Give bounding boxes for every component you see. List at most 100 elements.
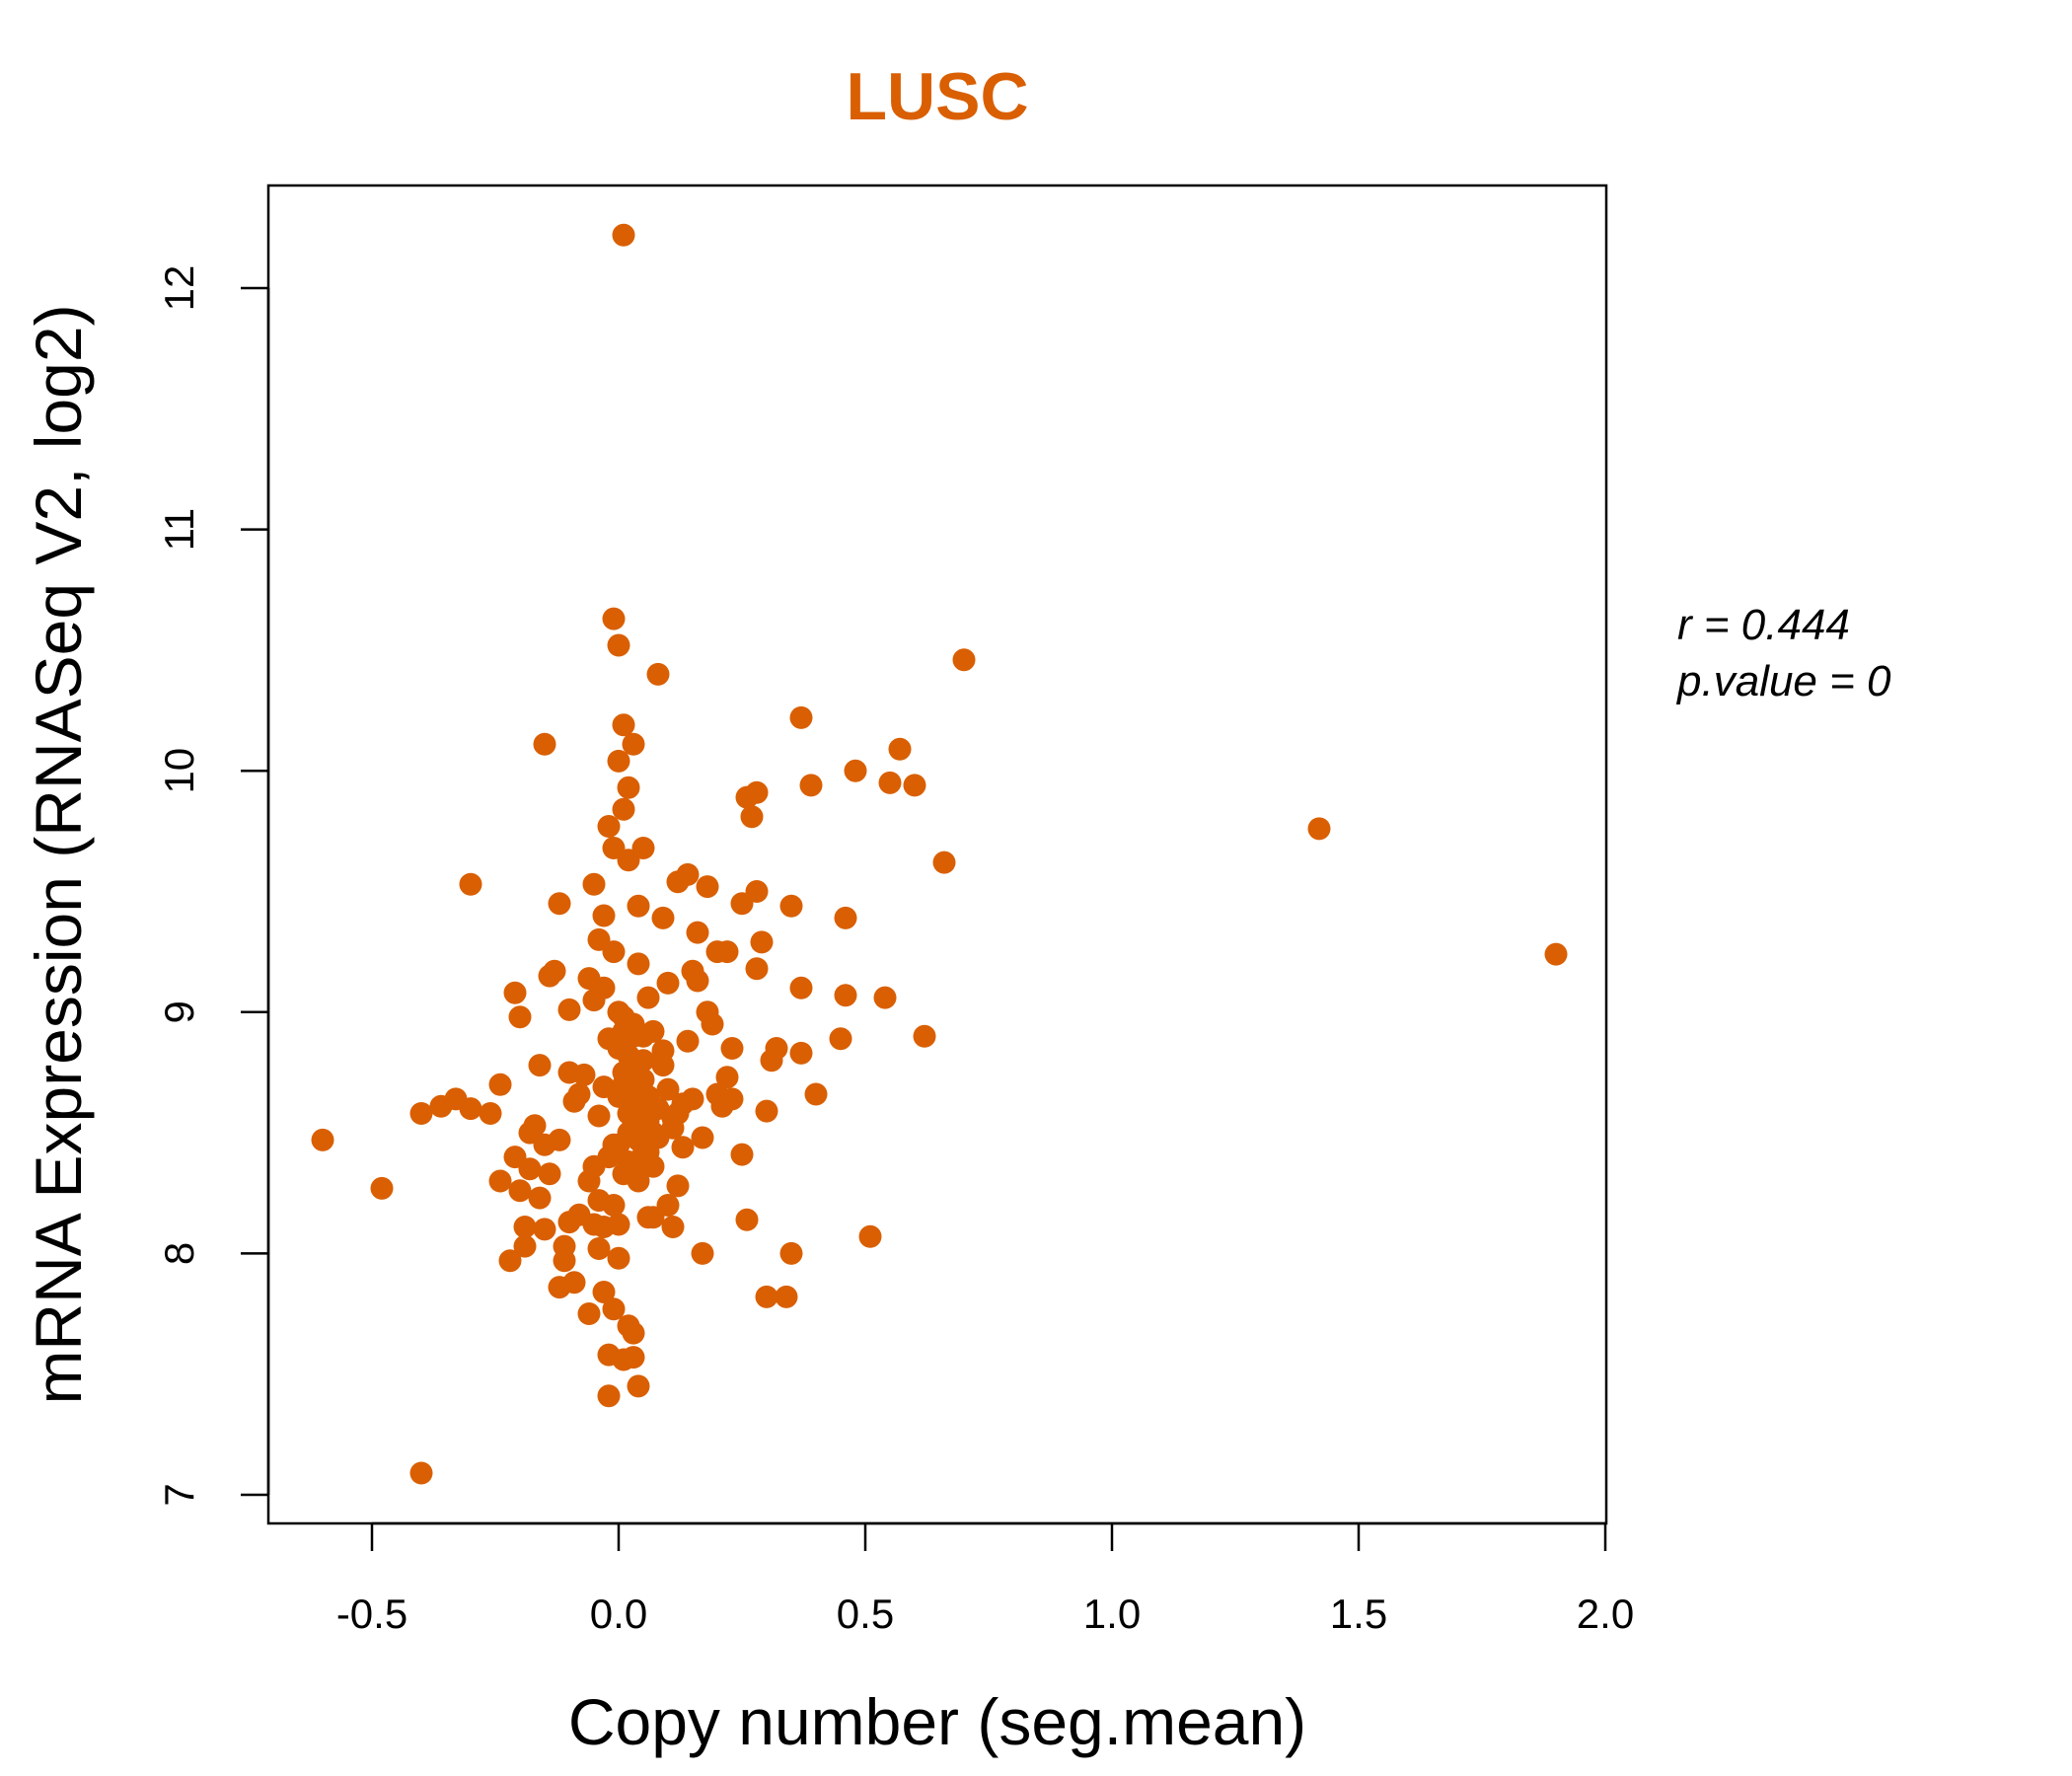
data-point xyxy=(518,1157,542,1181)
data-point xyxy=(789,976,813,999)
data-point xyxy=(498,1249,522,1273)
data-point xyxy=(691,1241,714,1265)
data-point xyxy=(631,1087,655,1111)
data-point xyxy=(548,892,571,916)
data-point xyxy=(587,1237,611,1260)
data-point xyxy=(858,1224,882,1248)
data-point xyxy=(587,1189,611,1213)
data-point xyxy=(745,880,769,903)
data-point xyxy=(513,1216,537,1238)
correlation-p-value: p.value = 0 xyxy=(1675,657,1891,705)
data-point xyxy=(1544,942,1568,966)
data-point xyxy=(607,1133,630,1156)
data-point xyxy=(508,1179,532,1203)
y-tick-label: 10 xyxy=(156,748,202,794)
data-point xyxy=(686,921,709,944)
data-point xyxy=(903,774,926,797)
data-point xyxy=(720,1037,744,1060)
x-tick-label: 0.5 xyxy=(837,1591,894,1637)
data-point xyxy=(508,1005,532,1029)
data-point xyxy=(602,940,626,964)
data-point xyxy=(740,805,764,829)
data-point xyxy=(952,648,976,672)
data-point xyxy=(479,1102,502,1125)
y-tick-label: 12 xyxy=(156,265,202,312)
data-point xyxy=(844,759,867,782)
data-point xyxy=(617,776,640,799)
data-point xyxy=(696,875,719,899)
data-point xyxy=(651,906,675,929)
x-tick-label: 1.5 xyxy=(1330,1591,1387,1637)
data-point xyxy=(878,771,902,794)
data-point xyxy=(789,1041,813,1065)
y-axis: 7 8 9 10 11 12 xyxy=(156,265,270,1507)
data-point xyxy=(888,737,912,761)
data-point xyxy=(656,1077,680,1101)
data-point xyxy=(686,969,709,993)
data-point xyxy=(913,1024,936,1048)
x-tick-label: 2.0 xyxy=(1577,1591,1634,1637)
data-point xyxy=(562,1271,586,1295)
data-point xyxy=(715,1066,739,1089)
data-point xyxy=(661,1216,685,1238)
data-point xyxy=(577,1302,601,1325)
x-axis: -0.5 0.0 0.5 1.0 1.5 2.0 xyxy=(336,1521,1634,1637)
correlation-r: r = 0.444 xyxy=(1677,601,1850,649)
data-point xyxy=(730,1143,754,1166)
x-axis-label: Copy number (seg.mean) xyxy=(568,1685,1306,1758)
data-point xyxy=(597,1384,621,1408)
data-point xyxy=(641,1019,665,1043)
data-point xyxy=(311,1128,334,1151)
data-point xyxy=(932,851,956,874)
data-point xyxy=(676,1029,700,1053)
y-axis-label: mRNA Expression (RNASeq V2, log2) xyxy=(22,304,95,1404)
data-point xyxy=(755,1285,778,1308)
chart-title: LUSC xyxy=(846,59,1028,134)
data-point xyxy=(1307,817,1331,841)
data-point xyxy=(533,732,556,756)
data-point xyxy=(602,607,626,630)
x-tick-label: -0.5 xyxy=(336,1591,407,1637)
data-point xyxy=(503,981,527,1004)
data-point xyxy=(622,732,645,756)
data-point xyxy=(641,1121,665,1145)
data-point xyxy=(646,662,670,686)
data-point xyxy=(409,1461,433,1485)
data-point xyxy=(651,1054,675,1077)
data-point xyxy=(607,1213,630,1236)
data-point xyxy=(370,1176,394,1200)
data-point xyxy=(582,872,606,896)
data-point xyxy=(873,986,897,1009)
data-point xyxy=(701,1012,724,1036)
data-point xyxy=(627,952,650,976)
data-points xyxy=(311,223,1568,1485)
data-point xyxy=(715,940,739,964)
data-point xyxy=(627,894,650,918)
data-point xyxy=(488,1073,512,1096)
data-point xyxy=(775,1285,798,1308)
data-point xyxy=(691,1126,714,1149)
data-point xyxy=(513,1234,537,1258)
data-point xyxy=(765,1037,788,1060)
y-tick-label: 9 xyxy=(156,1000,202,1023)
data-point xyxy=(627,1374,650,1398)
data-point xyxy=(834,906,857,929)
data-point xyxy=(779,1241,803,1265)
y-tick-label: 11 xyxy=(156,508,202,552)
y-tick-label: 7 xyxy=(156,1483,202,1506)
data-point xyxy=(548,1128,571,1151)
data-point xyxy=(636,986,660,1009)
x-tick-label: 1.0 xyxy=(1083,1591,1141,1637)
data-point xyxy=(666,1174,690,1198)
data-point xyxy=(656,971,680,995)
data-point xyxy=(750,930,774,954)
data-point xyxy=(533,1218,556,1241)
data-point xyxy=(612,1019,635,1043)
data-point xyxy=(567,1082,591,1106)
data-point xyxy=(553,1249,576,1273)
data-point xyxy=(789,705,813,729)
data-point xyxy=(799,774,823,797)
data-point xyxy=(592,904,616,927)
data-point xyxy=(572,1063,596,1086)
